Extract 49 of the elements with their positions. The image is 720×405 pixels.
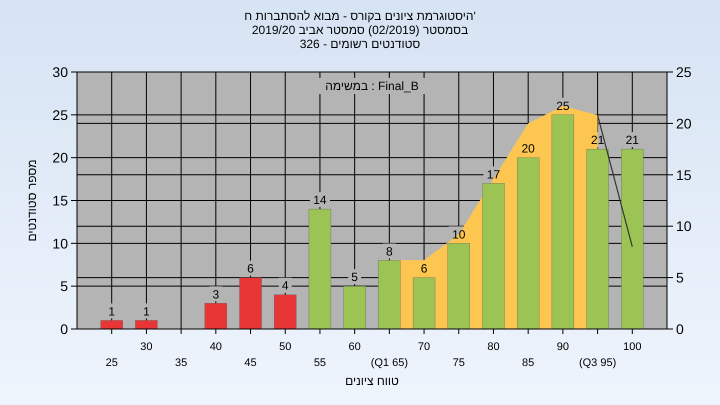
y-axis-title: מספר סטודנטים — [25, 159, 39, 242]
annotation: במשימה : Final_B — [325, 79, 419, 93]
y2-tick-label: 10 — [676, 218, 692, 234]
y2-tick-label: 25 — [676, 64, 692, 80]
x-tick-label: (Q3 95) — [578, 357, 616, 369]
x-tick-label: 80 — [487, 341, 500, 353]
y-tick-label: 25 — [52, 106, 68, 123]
x-tick-label: 60 — [348, 341, 361, 353]
data-label: 6 — [247, 262, 254, 276]
y2-tick-label: 5 — [676, 270, 684, 286]
y-tick-label: 5 — [60, 278, 68, 294]
y-tick-label: 20 — [52, 150, 68, 166]
x-tick-label: 45 — [244, 357, 257, 369]
data-label: 3 — [212, 287, 220, 302]
x-tick-label: 40 — [210, 341, 222, 353]
x-axis-title: טווח ציונים — [345, 374, 400, 388]
x-tick-label: 55 — [314, 357, 326, 369]
x-tick-label: 50 — [279, 341, 292, 353]
data-label: 25 — [556, 98, 570, 113]
x-tick-label: (Q1 65) — [370, 357, 408, 369]
data-label: 20 — [521, 142, 536, 156]
data-label: 4 — [282, 278, 289, 293]
data-label: 21 — [626, 133, 640, 148]
data-label: 8 — [386, 244, 394, 258]
chart-subtitle: בסמסטר (02/2019) סמסטר אביב 2019/20 סטודנטים רשומים - 326 — [252, 23, 468, 51]
y2-tick-label: 15 — [676, 166, 692, 183]
x-tick-label: 100 — [623, 341, 642, 353]
data-label: 10 — [452, 227, 466, 242]
y2-tick-label: 0 — [676, 321, 684, 337]
x-tick-label: 75 — [452, 357, 465, 369]
x-tick-label: 30 — [140, 341, 153, 353]
data-label: 17 — [486, 167, 500, 182]
data-label: 1 — [143, 304, 150, 318]
x-tick-label: 90 — [556, 341, 570, 353]
y-tick-label: 10 — [52, 235, 68, 252]
x-tick-label: 70 — [418, 341, 430, 353]
x-tick-label: 25 — [106, 357, 118, 369]
data-label: 14 — [313, 193, 327, 208]
y-tick-label: 0 — [60, 321, 68, 337]
data-label: 5 — [351, 270, 358, 284]
x-tick-label: 35 — [174, 357, 188, 369]
chart-title: היסטוגרמת ציונים בקורס - מבוא להסתברות ח' — [244, 9, 476, 23]
data-label: 6 — [420, 262, 428, 276]
y-tick-label: 30 — [52, 64, 68, 80]
data-label: 21 — [590, 133, 605, 148]
data-label: 1 — [108, 304, 116, 318]
y2-tick-label: 20 — [676, 115, 692, 132]
y-tick-label: 15 — [52, 192, 68, 208]
x-tick-label: 85 — [522, 357, 534, 369]
